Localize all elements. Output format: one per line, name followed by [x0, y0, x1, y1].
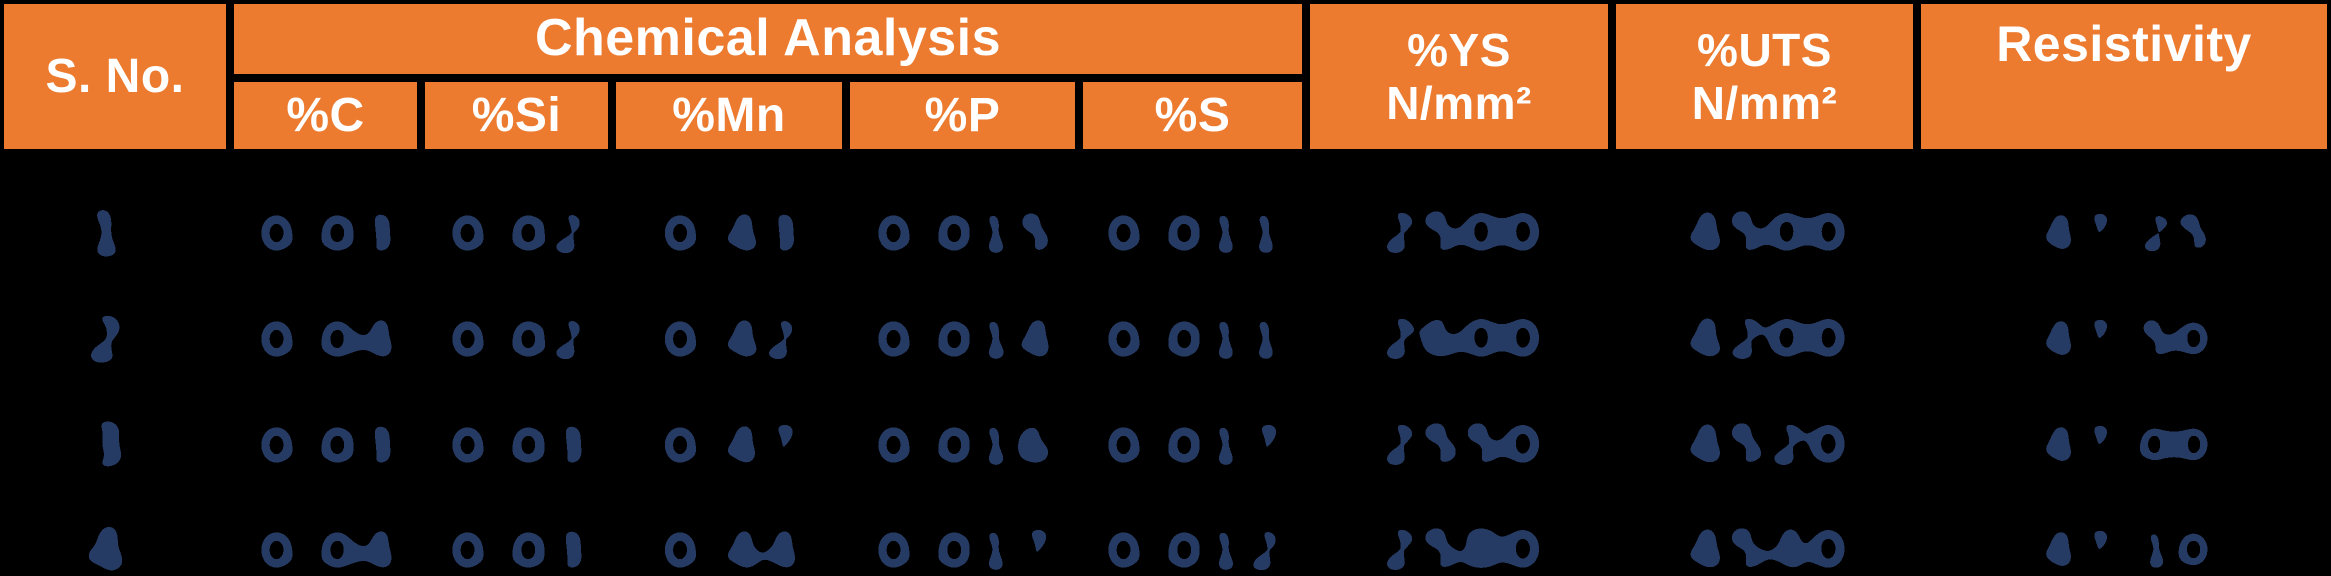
cell-value-blob: 0.04: [230, 259, 421, 409]
redacted-value-text: 47.00: [2037, 411, 2212, 481]
cell-value-blob: 2.: [0, 259, 230, 409]
redacted-value-text: 0.03: [255, 409, 396, 482]
redacted-value-text: 2550: [1376, 409, 1543, 483]
header-col-ys: %YS N/mm²: [1306, 0, 1612, 153]
cell-value-blob: 0.42: [612, 259, 846, 409]
cell-value-blob: 47.25: [1917, 153, 2331, 303]
cell-value-blob: 0.47: [612, 365, 846, 515]
redacted-value-text: 0.012: [1102, 515, 1283, 576]
redacted-value-text: 4540: [1681, 514, 1848, 576]
cell-value-blob: 4540: [1612, 470, 1917, 576]
table-row: 3. 0.03 0.03 0.47 0.016 0.017 2550 4520 47.00: [0, 365, 2331, 487]
cell-value-blob: 47.10: [1917, 470, 2331, 576]
cell-value-blob: 0.016: [846, 365, 1079, 515]
cell-value-blob: 0.012: [1079, 470, 1306, 576]
cell-value-blob: 0.03: [230, 365, 421, 515]
redacted-value-text: 0.44: [659, 515, 801, 576]
redacted-value-text: 0.04: [255, 515, 397, 576]
redacted-value-text: 2600: [1376, 303, 1543, 377]
redacted-value-text: 47.10: [2037, 516, 2212, 576]
redacted-value-text: 1.: [80, 193, 149, 275]
cell-value-blob: 47.50: [1917, 259, 2331, 409]
header-s-no: S. No.: [0, 0, 230, 153]
cell-value-blob: 0.43: [612, 153, 846, 303]
cell-value-blob: 2500: [1306, 153, 1612, 303]
redacted-value-text: 47.25: [2037, 199, 2212, 269]
header-col-uts: %UTS N/mm²: [1612, 0, 1917, 153]
cell-value-blob: 0.017: [846, 470, 1079, 576]
uts-unit: N/mm²: [1691, 76, 1838, 129]
redacted-value-text: 47.50: [2037, 305, 2212, 375]
redacted-value-text: 3.: [80, 405, 149, 487]
redacted-value-text: 0.017: [872, 515, 1053, 576]
table-body: 1. 0.03 0.02 0.43 0.015 0.011 2500 4500 47.25 2. 0…: [0, 153, 2331, 576]
header-col-resistivity: Resistivity: [1917, 0, 2331, 153]
redacted-value-text: 0.015: [872, 198, 1053, 271]
cell-value-blob: 4200: [1612, 259, 1917, 409]
cell-value-blob: 0.011: [1079, 153, 1306, 303]
redacted-value-text: 4520: [1681, 409, 1848, 483]
cell-value-blob: 4.: [0, 470, 230, 576]
cell-value-blob: 0.02: [421, 153, 612, 303]
cell-value-blob: 1.: [0, 153, 230, 303]
table-row: 1. 0.03 0.02 0.43 0.015 0.011 2500 4500 47.25: [0, 153, 2331, 275]
redacted-value-text: 0.47: [659, 409, 800, 482]
redacted-value-text: 2.: [80, 299, 149, 381]
table-row: 2. 0.04 0.02 0.42 0.014 0.011 2600 4200 47.50: [0, 259, 2331, 381]
redacted-value-text: 2500: [1376, 197, 1543, 271]
cell-value-blob: 0.02: [421, 259, 612, 409]
redacted-value-text: 0.011: [1102, 303, 1283, 376]
redacted-value-text: 0.43: [659, 198, 800, 271]
header-col-si: %Si: [421, 78, 612, 153]
ys-unit: N/mm²: [1386, 76, 1532, 129]
redacted-value-text: 0.02: [446, 303, 587, 376]
uts-label: %UTS: [1697, 23, 1832, 76]
cell-value-blob: 0.04: [230, 470, 421, 576]
redacted-value-text: 0.014: [872, 303, 1054, 376]
redacted-value-text: 0.011: [1102, 198, 1283, 271]
cell-value-blob: 4520: [1612, 365, 1917, 515]
cell-value-blob: 0.014: [846, 259, 1079, 409]
redacted-value-text: 0.02: [446, 198, 587, 271]
table-row: 4. 0.04 0.03 0.44 0.017 0.012 2580 4540 47.10: [0, 470, 2331, 576]
cell-value-blob: 2580: [1306, 470, 1612, 576]
cell-value-blob: 3.: [0, 365, 230, 515]
redacted-value-text: 0.03: [255, 198, 396, 271]
cell-value-blob: 0.015: [846, 153, 1079, 303]
redacted-value-text: 2580: [1376, 514, 1543, 576]
ys-label: %YS: [1407, 23, 1511, 76]
cell-value-blob: 0.011: [1079, 259, 1306, 409]
cell-value-blob: 2550: [1306, 365, 1612, 515]
redacted-value-text: 0.42: [659, 303, 800, 376]
redacted-value-text: 0.04: [255, 303, 397, 376]
redacted-value-text: 0.03: [446, 515, 587, 576]
redacted-value-text: 0.016: [872, 409, 1053, 482]
cell-value-blob: 2600: [1306, 259, 1612, 409]
header-col-c: %C: [230, 78, 421, 153]
header-chemical-analysis: Chemical Analysis: [230, 0, 1306, 78]
cell-value-blob: 0.03: [230, 153, 421, 303]
header-col-s: %S: [1079, 78, 1306, 153]
cell-value-blob: 0.03: [421, 365, 612, 515]
redacted-value-text: 0.017: [1102, 409, 1283, 482]
redacted-value-text: 0.03: [446, 409, 587, 482]
header-col-p: %P: [846, 78, 1079, 153]
redacted-value-text: 4200: [1681, 303, 1848, 377]
cell-value-blob: 4500: [1612, 153, 1917, 303]
redacted-value-text: 4500: [1681, 197, 1848, 271]
redacted-value-text: 4.: [80, 510, 149, 576]
cell-value-blob: 47.00: [1917, 365, 2331, 515]
table-header: S. No. Chemical Analysis %C %Si %Mn %P %…: [0, 0, 2331, 153]
cell-value-blob: 0.03: [421, 470, 612, 576]
cell-value-blob: 0.017: [1079, 365, 1306, 515]
cell-value-blob: 0.44: [612, 470, 846, 576]
header-col-mn: %Mn: [612, 78, 846, 153]
